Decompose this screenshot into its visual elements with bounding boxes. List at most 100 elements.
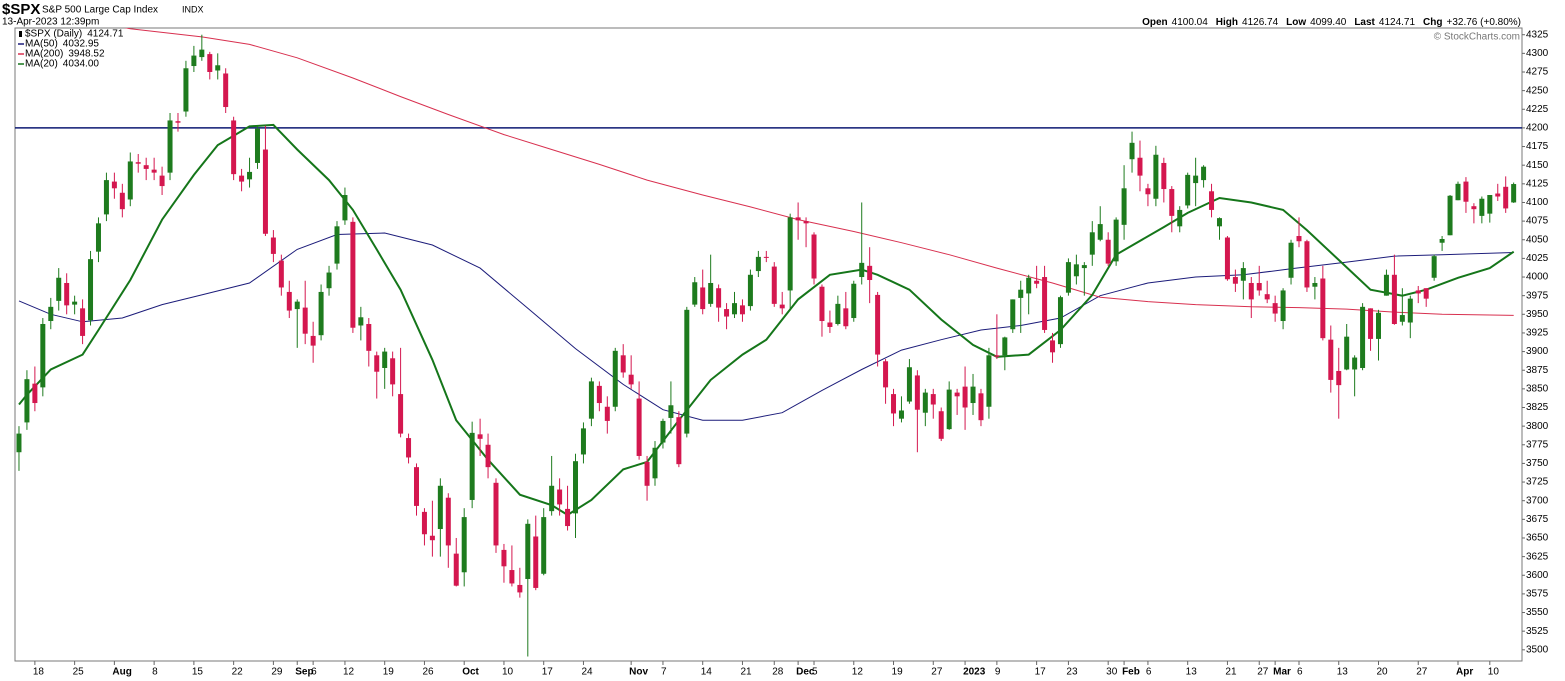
candle-body	[628, 374, 634, 385]
candle-body	[310, 335, 316, 346]
timestamp: 13-Apr-2023 12:39pm	[2, 17, 99, 28]
candle-body	[80, 308, 86, 336]
candle-body	[1495, 193, 1501, 197]
x-tick-label: 22	[232, 667, 244, 678]
candle-body	[875, 294, 881, 355]
candle-body	[1042, 277, 1048, 330]
candle-body	[191, 55, 197, 67]
quote-label: Last	[1354, 17, 1375, 28]
x-tick-label: 21	[740, 667, 752, 678]
y-tick-label: 4075	[1526, 216, 1549, 227]
candle-body	[906, 367, 912, 402]
candle-body	[1169, 189, 1175, 216]
candle-body	[1177, 209, 1183, 227]
candle-body	[930, 394, 936, 405]
candle-body	[636, 398, 642, 456]
x-tick-label: 13	[1337, 667, 1349, 678]
candle-body	[732, 303, 738, 315]
candle-body	[692, 282, 698, 305]
x-tick-label: 12	[852, 667, 864, 678]
candle-body	[1415, 290, 1421, 294]
axes: 3500 3525 3550 3575 3600 3625 3650 3675 3700 3725…	[33, 29, 1549, 677]
y-tick-label: 3650	[1526, 533, 1549, 544]
y-tick-label: 3725	[1526, 477, 1549, 488]
candle-body	[1089, 232, 1095, 255]
candle-body	[1328, 339, 1334, 380]
x-tick-label: 19	[892, 667, 904, 678]
candle-body	[95, 223, 101, 252]
x-tick-label: Aug	[112, 667, 131, 678]
y-tick-label: 4200	[1526, 123, 1549, 134]
y-tick-label: 3675	[1526, 514, 1549, 525]
x-tick-label: 27	[931, 667, 943, 678]
y-tick-label: 4300	[1526, 48, 1549, 59]
candle-body	[1050, 340, 1056, 353]
candle-body	[565, 508, 571, 527]
candle-body	[843, 308, 849, 327]
candle-body	[811, 234, 817, 279]
candle-body	[1407, 298, 1413, 323]
candle-body	[469, 432, 475, 500]
candle-body	[429, 535, 435, 541]
candle-body	[1145, 188, 1151, 195]
candle-body	[318, 291, 324, 336]
x-tick-label: 13	[1186, 667, 1198, 678]
candle-body	[1185, 174, 1191, 206]
y-tick-label: 3550	[1526, 607, 1549, 618]
candle-body	[40, 323, 46, 388]
candle-body	[827, 322, 833, 327]
candle-body	[1113, 219, 1119, 262]
x-tick-label: Feb	[1122, 667, 1140, 678]
candle-body	[588, 381, 594, 419]
x-tick-label: 19	[383, 667, 395, 678]
legend-label: MA(200)	[25, 49, 63, 60]
legend-value: 4124.71	[87, 29, 124, 40]
candle-body	[231, 120, 237, 175]
candle-body	[771, 266, 777, 304]
x-tick-label: Dec	[796, 667, 815, 678]
candle-body	[1479, 198, 1485, 216]
candle-body	[573, 461, 579, 514]
x-tick-label: 21	[1225, 667, 1237, 678]
candle-body	[787, 217, 793, 291]
index-name: S&P 500 Large Cap Index	[42, 5, 158, 16]
candle-body	[652, 447, 658, 479]
y-tick-label: 3850	[1526, 384, 1549, 395]
candle-body	[1280, 290, 1286, 322]
candle-body	[382, 351, 388, 368]
candle-body	[119, 192, 125, 210]
candle-body	[747, 274, 753, 307]
x-tick-label: 17	[542, 667, 554, 678]
x-tick-label: 14	[701, 667, 713, 678]
x-tick-label: Apr	[1456, 667, 1473, 678]
x-tick-label: 15	[192, 667, 204, 678]
candle-body	[453, 553, 459, 586]
x-tick-label: 9	[995, 667, 1001, 678]
x-tick-label: 6	[311, 667, 317, 678]
candle-body	[199, 49, 205, 58]
candle-body	[549, 485, 555, 512]
candle-body	[1081, 265, 1087, 269]
candle-body	[676, 417, 682, 465]
candle-body	[612, 350, 618, 407]
candle-body	[835, 303, 841, 324]
candle-body	[1423, 288, 1429, 299]
y-tick-label: 3750	[1526, 458, 1549, 469]
x-tick-label: 6	[1297, 667, 1303, 678]
candle-body	[64, 282, 70, 306]
candle-body	[72, 301, 78, 305]
candle-body	[1272, 303, 1278, 314]
y-tick-label: 4175	[1526, 141, 1549, 152]
candle-body	[127, 161, 133, 200]
y-tick-label: 4250	[1526, 85, 1549, 96]
candle-body	[596, 385, 602, 404]
y-tick-label: 4100	[1526, 197, 1549, 208]
candle-body	[1073, 264, 1079, 277]
y-tick-label: 3900	[1526, 346, 1549, 357]
candle-body	[262, 149, 268, 234]
candle-body	[501, 549, 507, 567]
candle-body	[286, 291, 292, 311]
candle-body	[1487, 195, 1493, 214]
